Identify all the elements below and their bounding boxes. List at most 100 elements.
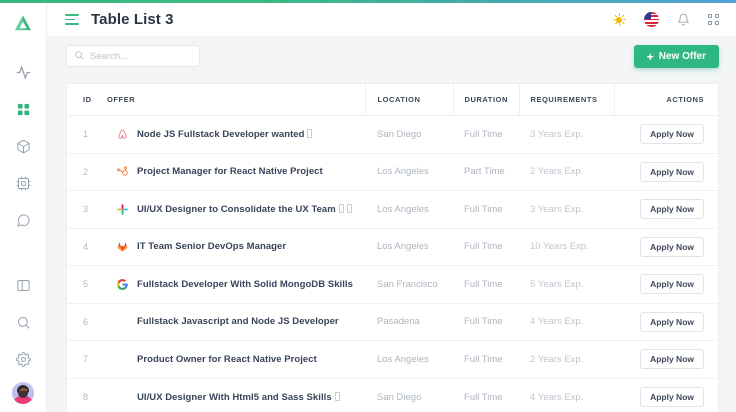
cell-offer: Node JS Fullstack Developer wanted: [107, 115, 365, 154]
cell-location: Pasadena: [365, 303, 453, 341]
cell-id: 1: [67, 115, 107, 154]
table-toolbar: + New Offer: [47, 36, 736, 76]
cell-duration: Full Time: [453, 265, 519, 304]
bell-icon[interactable]: [677, 13, 690, 26]
triangle-logo[interactable]: [13, 13, 33, 38]
apply-now-button[interactable]: Apply Now: [640, 387, 704, 407]
table-header-row: ID OFFER LOCATION DURATION REQUIREMENTS …: [67, 84, 718, 116]
cell-actions: Apply Now: [614, 115, 718, 154]
missing-glyph: [307, 128, 313, 138]
sidebar-item-components[interactable]: [0, 165, 47, 202]
table-row[interactable]: 2 Project Manager for React Native Projec…: [67, 153, 718, 191]
sidebar-item-settings[interactable]: [0, 341, 47, 378]
google-icon: [107, 278, 137, 291]
sidebar: [0, 3, 47, 412]
sidebar-item-messages[interactable]: [0, 202, 47, 239]
search-icon: [74, 47, 84, 65]
user-avatar[interactable]: [12, 382, 34, 404]
cell-actions: Apply Now: [614, 303, 718, 341]
cell-duration: Part Time: [453, 153, 519, 191]
cell-duration: Full Time: [453, 190, 519, 229]
cell-duration: Full Time: [453, 303, 519, 341]
offer-title: Node JS Fullstack Developer wanted: [137, 128, 313, 140]
apply-now-button[interactable]: Apply Now: [640, 161, 704, 182]
apply-now-button[interactable]: Apply Now: [640, 274, 704, 295]
offer-title: UI/UX Designer With Html5 and Sass Skill…: [137, 391, 340, 403]
cell-requirements: 4 Years Exp.: [519, 303, 614, 341]
cell-id: 3: [67, 190, 107, 229]
cell-location: Los Angeles: [365, 190, 453, 229]
cell-requirements: 3 Years Exp.: [519, 190, 614, 229]
table-row[interactable]: 7 Product Owner for React Native Project L…: [67, 340, 718, 379]
column-header-location[interactable]: LOCATION: [364, 84, 453, 116]
offer-title: UI/UX Designer to Consolidate the UX Tea…: [137, 203, 352, 215]
cell-duration: Full Time: [453, 228, 519, 266]
missing-glyph: [346, 203, 352, 213]
cell-offer: UI/UX Designer With Html5 and Sass Skill…: [107, 378, 365, 412]
table-row[interactable]: 6 Fullstack Javascript and Node JS Develo…: [67, 303, 718, 341]
table-row[interactable]: 5 Fullstack Developer With Solid MongoDB …: [67, 265, 718, 304]
avatar-body: [13, 396, 33, 404]
offer-title: Product Owner for React Native Project: [137, 353, 317, 365]
table-row[interactable]: 1 Node JS Fullstack Developer wanted San D…: [67, 115, 718, 154]
new-offer-label: New Offer: [658, 51, 706, 62]
column-header-requirements[interactable]: REQUIREMENTS: [518, 84, 614, 116]
apply-now-button[interactable]: Apply Now: [640, 236, 704, 257]
table-row[interactable]: 3 UI/UX Designer to Consolidate the UX Te…: [67, 190, 718, 229]
cell-duration: Full Time: [453, 115, 519, 154]
header-actions: [613, 12, 719, 27]
sun-icon[interactable]: [613, 13, 627, 26]
column-header-actions[interactable]: ACTIONS: [613, 84, 718, 116]
cell-actions: Apply Now: [614, 153, 718, 191]
cell-actions: Apply Now: [614, 340, 718, 379]
avatar-beard: [18, 391, 28, 398]
cell-location: Los Angeles: [365, 340, 453, 379]
sidebar-item-activity[interactable]: [0, 54, 47, 91]
cell-offer: IT Team Senior DevOps Manager: [107, 228, 365, 266]
offer-title: Fullstack Javascript and Node JS Develop…: [137, 316, 339, 328]
sidebar-item-packages[interactable]: [0, 128, 47, 165]
cell-offer: UI/UX Designer to Consolidate the UX Tea…: [107, 190, 365, 229]
main-content: + New Offer ID OFFER LOCATION DURATION R…: [47, 36, 736, 412]
page-title: Table List 3: [91, 11, 174, 28]
cell-requirements: 3 Years Exp.: [519, 115, 614, 154]
apply-now-button[interactable]: Apply Now: [640, 311, 704, 332]
column-header-offer[interactable]: OFFER: [107, 84, 365, 116]
sidebar-item-search[interactable]: [0, 304, 47, 341]
cell-location: Los Angeles: [365, 153, 453, 191]
cell-id: 4: [67, 228, 107, 266]
cell-actions: Apply Now: [614, 265, 718, 304]
apply-now-button[interactable]: Apply Now: [640, 349, 704, 370]
flag-icon[interactable]: [643, 12, 659, 27]
offer-title: Fullstack Developer With Solid MongoDB S…: [137, 278, 353, 290]
cell-actions: Apply Now: [614, 190, 718, 229]
cell-requirements: 4 Years Exp.: [530, 391, 584, 403]
cell-offer: Project Manager for React Native Project: [107, 153, 365, 191]
sidebar-item-panel[interactable]: [0, 267, 47, 304]
apply-now-button[interactable]: Apply Now: [640, 124, 704, 145]
column-header-id[interactable]: ID: [67, 84, 107, 116]
cell-actions: Apply Now: [614, 378, 718, 412]
table-row[interactable]: 4 IT Team Senior DevOps Manager Los Angele…: [67, 228, 718, 266]
search-input[interactable]: [90, 50, 192, 62]
cell-requirements: 10 Years Exp.: [519, 228, 614, 266]
offers-table-card: ID OFFER LOCATION DURATION REQUIREMENTS …: [66, 83, 719, 412]
cell-actions: Apply Now: [614, 228, 718, 266]
cell-id: 6: [67, 303, 107, 341]
offer-title: Project Manager for React Native Project: [137, 166, 323, 178]
apps-grid-icon[interactable]: [707, 13, 719, 26]
cell-location: Los Angeles: [365, 228, 453, 266]
table-row[interactable]: 8 UI/UX Designer With Html5 and Sass Skil…: [67, 378, 718, 412]
cell-duration: Full Time: [464, 391, 503, 403]
hamburger-icon[interactable]: [65, 14, 79, 25]
missing-glyph: [338, 203, 344, 213]
sidebar-item-tables[interactable]: [0, 91, 47, 128]
cell-requirements: 5 Years Exp.: [519, 265, 614, 304]
cell-requirements: 2 Years Exp.: [519, 153, 614, 191]
column-header-duration[interactable]: DURATION: [452, 84, 519, 116]
table-body: 1 Node JS Fullstack Developer wanted San D…: [67, 115, 718, 412]
new-offer-button[interactable]: + New Offer: [633, 45, 719, 68]
search-field[interactable]: [66, 45, 200, 67]
apply-now-button[interactable]: Apply Now: [640, 199, 704, 220]
